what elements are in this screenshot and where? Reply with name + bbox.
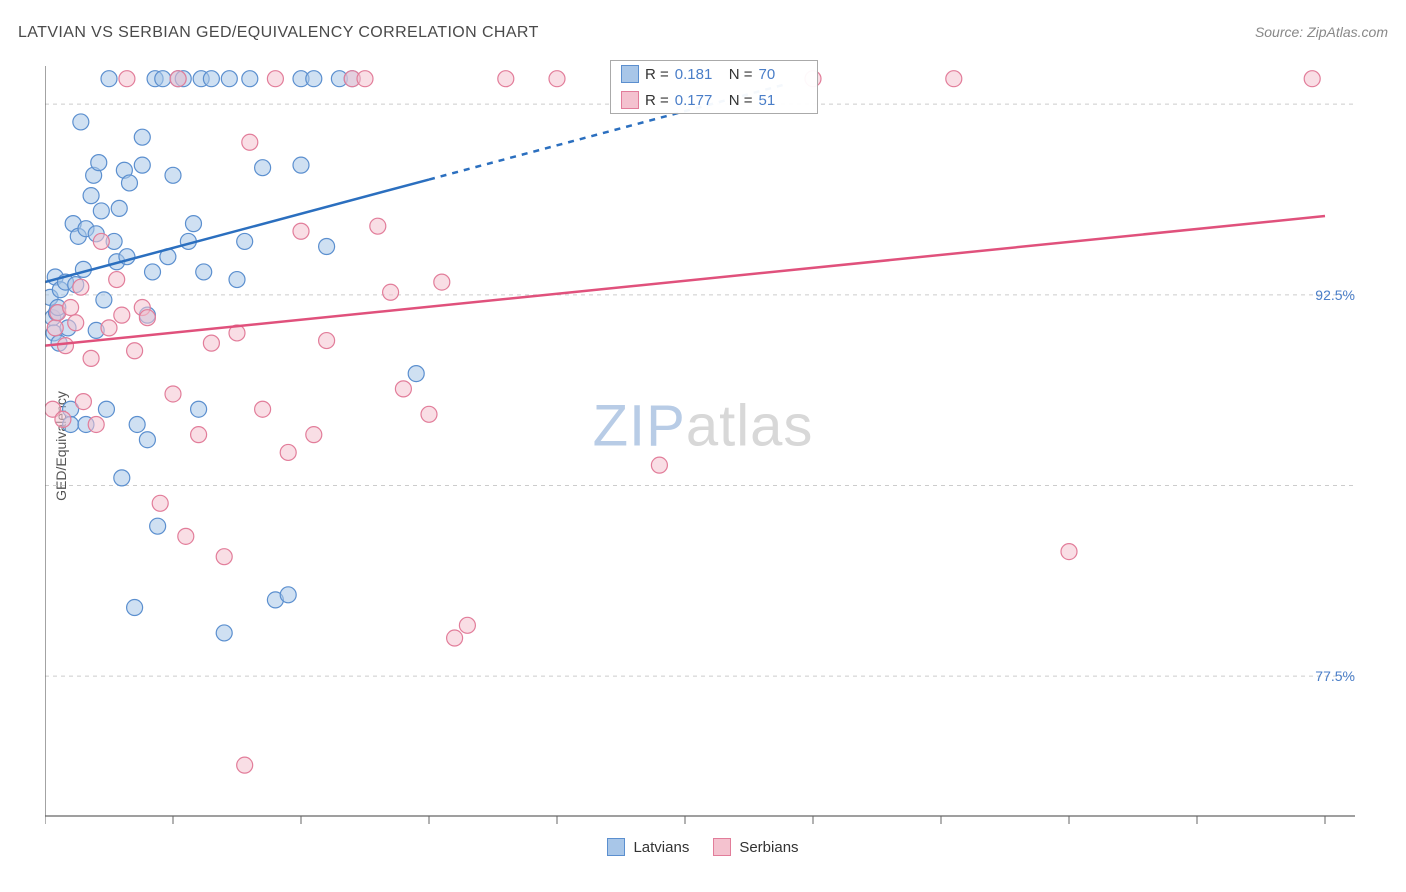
legend-n-label: N = [729,92,753,109]
plot-area: 77.5%92.5% ZIPatlas [45,56,1361,826]
legend-r-label: R = [645,92,669,109]
legend-stats-row-serbians: R = 0.177 N = 51 [611,87,817,113]
legend-swatch-latvians [621,65,639,83]
legend-n-value-latvians: 70 [759,66,807,83]
legend-n-value-serbians: 51 [759,92,807,109]
svg-text:77.5%: 77.5% [1315,668,1355,684]
chart-title: LATVIAN VS SERBIAN GED/EQUIVALENCY CORRE… [18,24,539,42]
legend-stats-row-latvians: R = 0.181 N = 70 [611,61,817,87]
legend-r-value-serbians: 0.177 [675,92,723,109]
source-label: Source: ZipAtlas.com [1255,24,1388,40]
chart-container: LATVIAN VS SERBIAN GED/EQUIVALENCY CORRE… [0,0,1406,892]
bottom-legend-swatch-latvians [607,838,625,856]
bottom-legend-swatch-serbians [713,838,731,856]
bottom-legend-item-serbians: Serbians [713,838,798,856]
legend-r-label: R = [645,66,669,83]
bottom-legend-item-latvians: Latvians [607,838,689,856]
bottom-legend: Latvians Serbians [0,838,1406,856]
scatter-plot-svg: 77.5% 92.5% [45,56,1361,826]
bottom-legend-label-latvians: Latvians [633,839,689,856]
legend-r-value-latvians: 0.181 [675,66,723,83]
bottom-legend-label-serbians: Serbians [739,839,798,856]
svg-text:92.5%: 92.5% [1315,287,1355,303]
legend-n-label: N = [729,66,753,83]
legend-swatch-serbians [621,91,639,109]
legend-stats-box: R = 0.181 N = 70 R = 0.177 N = 51 [610,60,818,114]
